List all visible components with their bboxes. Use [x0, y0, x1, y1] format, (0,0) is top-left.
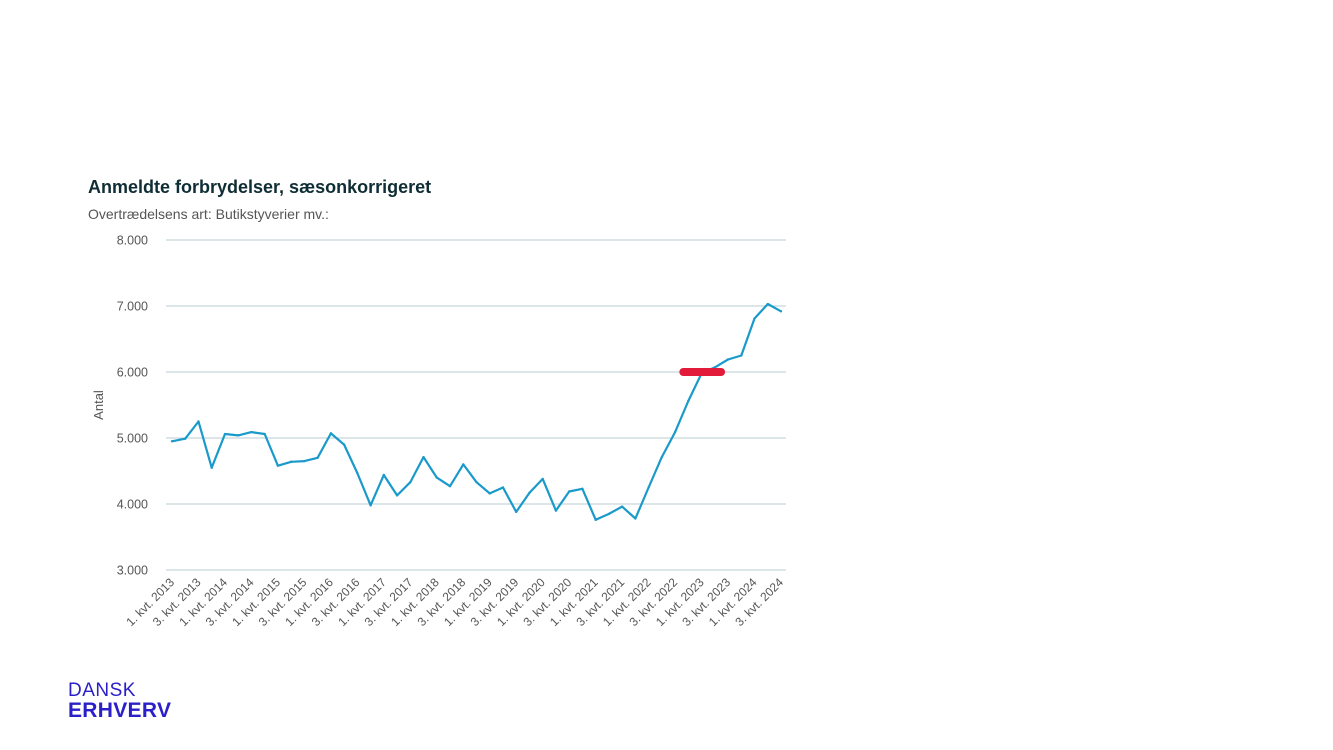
- data-point: [223, 432, 227, 436]
- logo-line-1: DANSK: [68, 680, 136, 701]
- data-point: [329, 432, 333, 435]
- data-point: [501, 486, 505, 489]
- data-point: [236, 434, 240, 437]
- chart-subtitle: Overtrædelsens art: Butikstyverier mv.:: [88, 206, 329, 222]
- data-point: [607, 512, 611, 516]
- data-point: [448, 484, 452, 488]
- data-point: [303, 459, 306, 463]
- data-point: [753, 317, 756, 320]
- y-tick-label: 4.000: [117, 498, 148, 512]
- gridlines: [166, 239, 786, 571]
- y-tick-labels: 3.000 4.000 5.000 6.000 7.000 8.000: [117, 234, 148, 578]
- data-point: [554, 509, 558, 512]
- data-point: [779, 310, 783, 313]
- data-point: [766, 302, 769, 306]
- y-tick-label: 7.000: [117, 300, 148, 314]
- data-point: [634, 517, 637, 520]
- data-point: [726, 358, 730, 361]
- data-point: [462, 463, 465, 466]
- y-axis-label: Antal: [91, 390, 106, 420]
- logo-line-2: ERHVERV: [68, 699, 172, 722]
- data-point: [713, 366, 717, 369]
- chart-title: Anmeldte forbrydelser, sæsonkorrigeret: [88, 177, 432, 197]
- data-point: [289, 460, 293, 463]
- data-point: [488, 492, 491, 495]
- data-point: [263, 432, 266, 436]
- data-point: [435, 476, 438, 479]
- data-point: [541, 477, 544, 481]
- dansk-erhverv-logo: DANSK ERHVERV: [68, 681, 171, 721]
- data-point: [581, 487, 584, 491]
- series-line: [171, 302, 782, 521]
- y-tick-label: 5.000: [117, 432, 148, 446]
- data-point: [342, 443, 346, 446]
- data-point: [250, 430, 253, 434]
- data-point: [356, 471, 359, 475]
- data-point: [316, 456, 319, 459]
- data-point: [687, 399, 690, 403]
- data-point: [184, 437, 187, 440]
- data-point: [660, 455, 664, 459]
- data-point: [409, 481, 412, 484]
- y-tick-label: 6.000: [117, 366, 148, 380]
- y-tick-label: 3.000: [117, 564, 148, 578]
- data-point: [382, 473, 386, 477]
- data-point: [422, 455, 425, 459]
- data-point: [515, 510, 518, 514]
- data-point: [170, 440, 174, 443]
- data-point: [528, 491, 531, 494]
- data-point: [567, 490, 571, 493]
- data-point: [620, 505, 624, 508]
- data-point: [197, 420, 200, 423]
- data-point: [395, 494, 399, 497]
- data-point: [740, 354, 743, 357]
- data-point: [594, 518, 597, 522]
- data-point: [647, 486, 650, 489]
- data-point: [369, 504, 372, 507]
- data-point: [673, 430, 677, 434]
- y-tick-label: 8.000: [117, 234, 148, 248]
- data-point: [475, 481, 478, 484]
- data-point: [276, 464, 280, 467]
- series-layer: [170, 302, 783, 522]
- data-point: [210, 466, 213, 469]
